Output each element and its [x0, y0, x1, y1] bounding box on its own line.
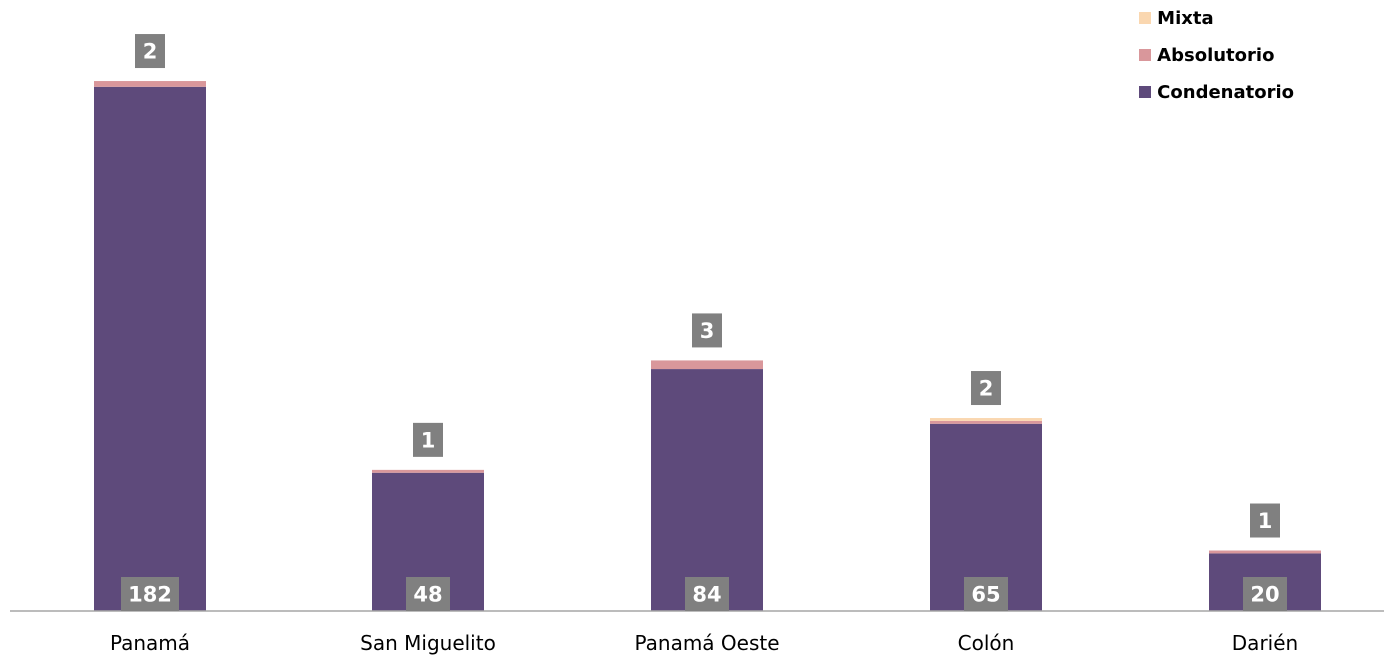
- data-label-top-darien: 1: [1250, 503, 1280, 538]
- data-label-bottom-san-miguelito-box: [406, 577, 450, 611]
- data-label-bottom-panama-box: [121, 577, 179, 611]
- data-label-top-colon-box: [971, 371, 1001, 406]
- data-label-bottom-san-miguelito-text: 48: [413, 583, 442, 607]
- data-label-bottom-san-miguelito: 48: [406, 577, 450, 611]
- legend-swatch-mixta: [1139, 12, 1152, 24]
- data-label-top-san-miguelito-box: [413, 422, 443, 457]
- data-label-top-san-miguelito-text: 1: [421, 428, 436, 452]
- data-label-top-panama-oeste-box: [692, 313, 722, 348]
- bar-absolutorio-darien: [1209, 550, 1321, 554]
- x-tick-label-san-miguelito: San Miguelito: [360, 631, 496, 655]
- bar-mixta-colon: [930, 418, 1042, 421]
- data-label-top-darien-box: [1250, 503, 1280, 538]
- legend-swatch-condenatorio: [1139, 86, 1152, 98]
- x-tick-label-colon: Colón: [958, 631, 1015, 655]
- bar-condenatorio-panama: [94, 86, 206, 612]
- data-label-bottom-darien-text: 20: [1250, 583, 1279, 607]
- bar-absolutorio-panama-oeste: [651, 360, 763, 370]
- data-label-top-darien-text: 1: [1258, 509, 1273, 533]
- bar-absolutorio-panama: [94, 81, 206, 87]
- data-label-bottom-panama-oeste: 84: [685, 577, 729, 611]
- data-label-bottom-panama-oeste-box: [685, 577, 729, 611]
- data-labels-group: 182 2 48 1 84 3 65 2 20 1: [121, 34, 1287, 611]
- data-label-top-panama-oeste: 3: [692, 313, 722, 348]
- x-tick-label-panama: Panamá: [110, 631, 190, 655]
- data-label-bottom-darien: 20: [1243, 577, 1287, 611]
- legend-swatch-absolutorio: [1139, 49, 1152, 61]
- data-label-bottom-colon: 65: [964, 577, 1008, 611]
- x-tick-labels-group: Panamá San Miguelito Panamá Oeste Colón Dari…: [110, 631, 1298, 655]
- legend-item-absolutorio: Absolutorio: [1139, 43, 1294, 67]
- bar-absolutorio-san-miguelito: [372, 469, 484, 473]
- legend-label-condenatorio: Condenatorio: [1157, 81, 1294, 103]
- data-label-top-panama-box: [135, 34, 165, 69]
- legend: Mixta Absolutorio Condenatorio: [1139, 6, 1294, 104]
- x-tick-label-panama-oeste: Panamá Oeste: [634, 631, 779, 655]
- data-label-top-colon: 2: [971, 371, 1001, 406]
- data-label-top-panama: 2: [135, 34, 165, 69]
- bar-absolutorio-colon: [930, 420, 1042, 424]
- data-label-top-panama-oeste-text: 3: [700, 319, 715, 343]
- legend-label-mixta: Mixta: [1157, 7, 1214, 29]
- bar-condenatorio-panama-oeste: [651, 369, 763, 611]
- data-label-top-san-miguelito: 1: [413, 422, 443, 457]
- data-label-bottom-panama-oeste-text: 84: [692, 583, 721, 607]
- data-label-bottom-darien-box: [1243, 577, 1287, 611]
- data-label-bottom-panama-text: 182: [128, 583, 172, 607]
- data-label-bottom-colon-text: 65: [971, 583, 1000, 607]
- x-tick-label-darien: Darién: [1232, 631, 1298, 655]
- legend-item-condenatorio: Condenatorio: [1139, 80, 1294, 104]
- data-label-bottom-panama: 182: [121, 577, 179, 611]
- legend-label-absolutorio: Absolutorio: [1157, 44, 1275, 66]
- data-label-bottom-colon-box: [964, 577, 1008, 611]
- legend-item-mixta: Mixta: [1139, 6, 1294, 30]
- data-label-top-colon-text: 2: [979, 377, 994, 401]
- data-label-top-panama-text: 2: [143, 40, 158, 64]
